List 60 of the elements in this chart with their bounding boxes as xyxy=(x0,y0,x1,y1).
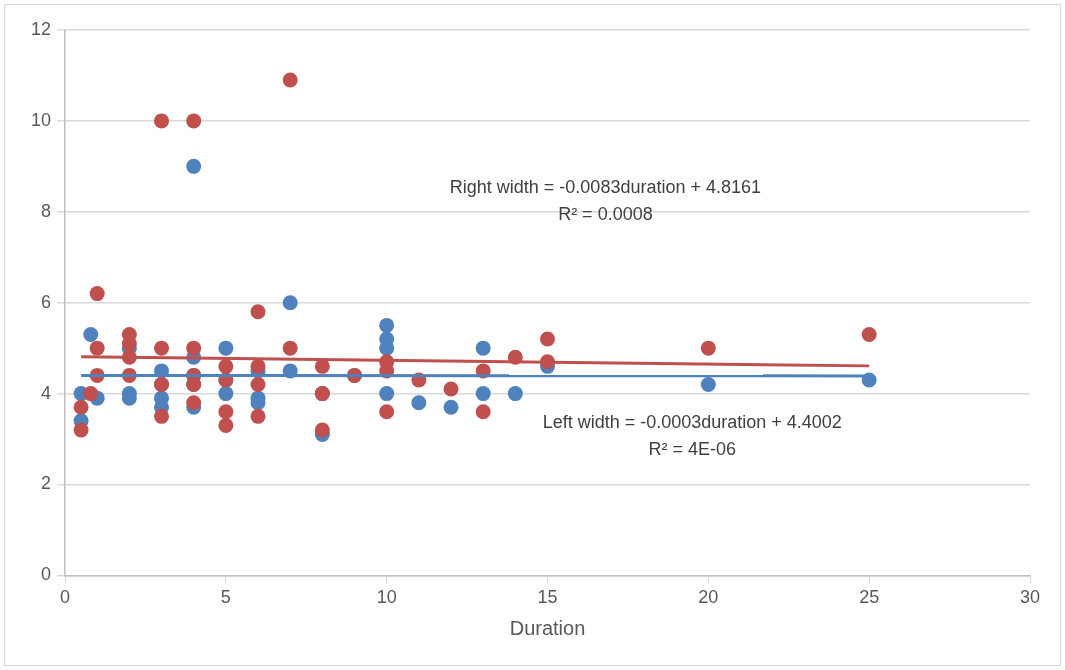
point xyxy=(186,395,202,411)
point xyxy=(73,422,89,438)
point xyxy=(540,331,556,347)
y-tick-label: 10 xyxy=(30,109,52,130)
x-tick-label: 30 xyxy=(1019,587,1041,608)
point xyxy=(282,295,298,311)
point xyxy=(89,286,105,302)
y-tick-label: 12 xyxy=(30,18,52,39)
point xyxy=(154,340,170,356)
y-tick-label: 8 xyxy=(41,200,52,221)
point xyxy=(411,395,427,411)
point xyxy=(83,327,99,343)
point xyxy=(475,386,491,402)
annotation: Right width = -0.0083duration + 4.8161 xyxy=(449,177,762,198)
point xyxy=(250,377,266,393)
point xyxy=(379,386,395,402)
point xyxy=(475,404,491,420)
x-tick-label: 0 xyxy=(60,587,71,608)
point xyxy=(154,113,170,129)
point xyxy=(700,340,716,356)
point xyxy=(475,340,491,356)
point xyxy=(121,336,137,352)
point xyxy=(218,404,234,420)
x-tick-label: 5 xyxy=(220,587,231,608)
point xyxy=(379,404,395,420)
point xyxy=(218,417,234,433)
point xyxy=(83,386,99,402)
annotation: R² = 4E-06 xyxy=(648,438,737,459)
x-tick-label: 20 xyxy=(698,587,719,608)
point xyxy=(507,386,523,402)
point xyxy=(186,113,202,129)
point xyxy=(282,340,298,356)
point xyxy=(250,358,266,374)
point xyxy=(218,386,234,402)
point xyxy=(443,399,459,415)
point xyxy=(186,158,202,174)
point xyxy=(250,304,266,320)
x-tick-label: 15 xyxy=(537,587,558,608)
point xyxy=(89,340,105,356)
point xyxy=(154,408,170,424)
point xyxy=(73,399,89,415)
y-tick-label: 2 xyxy=(41,473,52,494)
point xyxy=(250,408,266,424)
annotation: Left width = -0.0003duration + 4.4002 xyxy=(542,411,842,432)
point xyxy=(314,422,330,438)
point xyxy=(218,358,234,374)
point xyxy=(379,317,395,333)
y-tick-label: 4 xyxy=(41,382,52,403)
point xyxy=(861,327,877,343)
point xyxy=(700,377,716,393)
y-tick-label: 0 xyxy=(41,564,52,585)
y-tick-label: 6 xyxy=(41,291,52,312)
x-tick-label: 10 xyxy=(376,587,397,608)
point xyxy=(443,381,459,397)
point xyxy=(186,340,202,356)
point xyxy=(218,340,234,356)
point xyxy=(282,72,298,88)
x-axis-title: Duration xyxy=(509,616,586,639)
x-tick-label: 25 xyxy=(859,587,880,608)
annotation: R² = 0.0008 xyxy=(558,204,653,225)
